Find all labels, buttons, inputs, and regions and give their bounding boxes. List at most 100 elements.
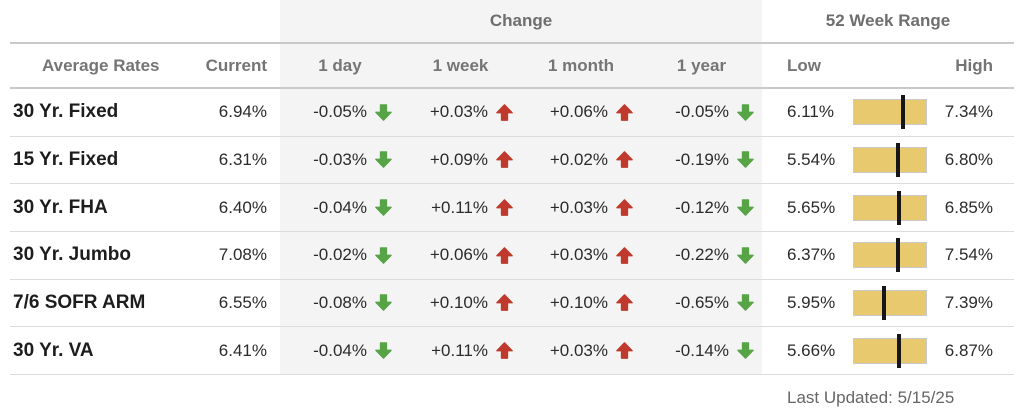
range-high: 7.39% — [944, 292, 993, 312]
change-value: +0.03% — [429, 102, 488, 122]
change-value: +0.06% — [429, 245, 488, 265]
change-arrow — [736, 103, 755, 122]
up-arrow-icon — [616, 104, 633, 121]
range-high: 6.87% — [944, 340, 993, 360]
range-bar — [853, 95, 927, 130]
last-updated: Last Updated: 5/15/25 — [787, 387, 955, 407]
up-arrow-icon — [496, 294, 513, 312]
up-arrow-icon — [496, 104, 513, 121]
current-rate-marker — [895, 142, 900, 177]
current-rate: 6.40% — [218, 197, 267, 217]
column-header-1year: 1 year — [641, 44, 762, 87]
up-arrow-icon — [616, 246, 633, 264]
change-cell: -0.04% — [280, 184, 400, 231]
change-cell: -0.03% — [280, 136, 400, 184]
range-high: 7.54% — [944, 245, 993, 265]
change-cell: +0.09% — [400, 136, 521, 184]
change-value: -0.04% — [313, 197, 367, 217]
range-low: 5.66% — [787, 340, 836, 360]
down-arrow-icon — [737, 199, 754, 216]
change-value: +0.10% — [549, 292, 608, 312]
change-arrow — [736, 150, 755, 169]
up-arrow-icon — [616, 342, 633, 359]
down-arrow-icon — [375, 246, 392, 264]
up-arrow-icon — [496, 246, 513, 264]
change-cell: +0.10% — [521, 279, 641, 327]
range-group-header: 52 Week Range — [825, 11, 951, 30]
change-value: +0.11% — [431, 197, 488, 217]
column-header-current: Current — [205, 55, 267, 75]
table-row: 30 Yr. FHA 6.40% -0.04% +0.11% +0.03% -0… — [10, 184, 1014, 232]
change-cell: -0.22% — [641, 231, 762, 279]
change-cell: +0.11% — [400, 327, 521, 374]
change-cell: -0.12% — [641, 184, 762, 231]
change-arrow — [615, 246, 634, 265]
change-arrow — [495, 103, 514, 122]
table-row: 7/6 SOFR ARM 6.55% -0.08% +0.10% +0.10% … — [10, 279, 1014, 328]
range-low: 6.11% — [787, 102, 834, 122]
down-arrow-icon — [375, 104, 392, 121]
change-value: -0.04% — [313, 340, 367, 360]
change-cell: -0.19% — [641, 136, 762, 184]
range-low: 6.37% — [787, 245, 836, 265]
change-arrow — [495, 198, 514, 217]
rate-label: 30 Yr. FHA — [13, 196, 108, 218]
range-high: 7.34% — [944, 102, 993, 122]
column-header-average-rates: Average Rates — [42, 55, 160, 75]
change-arrow — [736, 341, 755, 360]
group-header-spacer-label — [10, 0, 157, 42]
change-arrow — [374, 103, 393, 122]
down-arrow-icon — [375, 342, 392, 359]
down-arrow-icon — [375, 151, 392, 169]
change-value: -0.08% — [313, 292, 367, 312]
rate-label: 30 Yr. Fixed — [13, 101, 119, 123]
change-arrow — [495, 150, 514, 169]
change-cell: +0.11% — [400, 184, 521, 231]
current-rate-marker — [897, 190, 901, 225]
change-cell: +0.02% — [521, 136, 641, 184]
change-value: +0.03% — [549, 245, 608, 265]
range-low: 5.95% — [787, 292, 836, 312]
current-rate: 6.41% — [218, 340, 267, 360]
rate-label: 30 Yr. VA — [13, 339, 94, 361]
change-value: -0.22% — [675, 245, 729, 265]
change-value: +0.06% — [549, 102, 608, 122]
range-low: 5.54% — [787, 149, 836, 169]
change-value: +0.11% — [431, 340, 488, 360]
column-header-high: High — [955, 55, 993, 75]
range-low: 5.65% — [787, 197, 836, 217]
up-arrow-icon — [496, 151, 513, 169]
range-bar-cell — [845, 137, 935, 184]
change-value: +0.03% — [549, 340, 608, 360]
change-value: +0.09% — [429, 149, 488, 169]
current-rate-marker — [900, 95, 905, 130]
change-arrow — [615, 293, 634, 312]
change-cell: -0.05% — [280, 89, 400, 136]
up-arrow-icon — [496, 199, 513, 216]
range-high: 6.85% — [944, 197, 993, 217]
change-cell: +0.10% — [400, 279, 521, 327]
down-arrow-icon — [375, 294, 392, 312]
current-rate-marker — [882, 285, 887, 320]
change-group-header: Change — [280, 0, 762, 42]
change-value: -0.14% — [675, 340, 729, 360]
range-bar-cell — [845, 232, 935, 279]
change-arrow — [374, 150, 393, 169]
change-value: -0.19% — [675, 149, 729, 169]
rate-label: 15 Yr. Fixed — [13, 148, 119, 170]
range-bar — [853, 285, 927, 320]
change-value: +0.03% — [549, 197, 608, 217]
change-cell: -0.14% — [641, 327, 762, 374]
current-rate: 7.08% — [218, 245, 267, 265]
change-arrow — [736, 198, 755, 217]
column-header-1week: 1 week — [400, 44, 521, 87]
rate-label: 30 Yr. Jumbo — [13, 244, 131, 266]
change-arrow — [495, 293, 514, 312]
change-arrow — [374, 198, 393, 217]
range-high: 6.80% — [944, 149, 993, 169]
up-arrow-icon — [496, 342, 513, 359]
column-header-1month: 1 month — [521, 44, 641, 87]
change-arrow — [615, 150, 634, 169]
mortgage-rates-widget: Change 52 Week Range Average Rates Curre… — [10, 0, 1014, 408]
down-arrow-icon — [737, 151, 754, 169]
